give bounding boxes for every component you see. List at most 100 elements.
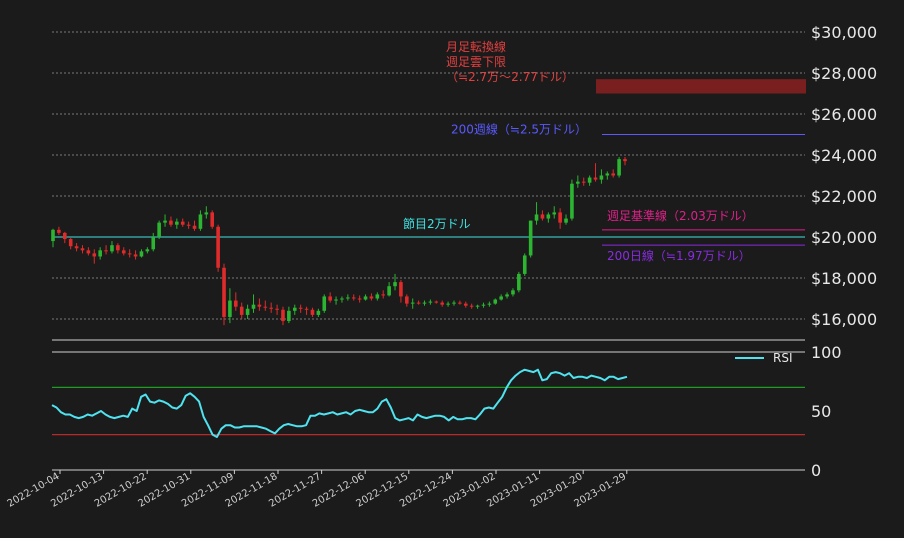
candle-body [151,237,156,250]
candle [499,294,503,301]
candle [564,214,568,225]
price-tick-label: $22,000 [811,187,877,206]
candle-body [617,159,621,176]
candle-body [281,309,285,322]
candle-body [304,308,309,310]
candle-body [192,225,197,229]
candle-body [363,296,368,300]
candle-body [540,214,545,219]
candle [127,249,132,258]
candle-body [263,306,268,308]
candle [204,206,209,219]
candle-body [611,173,616,176]
rsi-tick-label: 50 [811,402,831,421]
candle [192,220,197,231]
candle [399,280,403,303]
candle-body [169,220,173,225]
candle [239,302,244,319]
candle [316,308,321,317]
candle-body [481,304,486,306]
candle-body [410,302,415,304]
candle-body [570,183,574,219]
candle [198,210,203,231]
candle-body [564,218,568,223]
resistance-zone-label: 月足転換線 [446,39,506,54]
candle [363,294,368,301]
candle [251,294,256,313]
candle-body [234,300,238,307]
candle-body [269,307,273,309]
candle [587,175,592,186]
candle-body [257,304,262,307]
candle [151,232,156,252]
candle [292,304,297,315]
rsi-legend-label: RSI [773,351,793,365]
candle [304,306,309,315]
candle-body [446,303,450,305]
candle-body [576,181,580,184]
candle-body [463,303,468,306]
candlestick-series [51,157,627,326]
candle-body [239,306,244,315]
candle [599,169,604,184]
candle [98,247,102,260]
candle-body [228,300,232,317]
candle-body [517,273,521,291]
candle-body [287,310,291,322]
candle [593,163,598,182]
candle-body [245,308,250,315]
candle-body [558,212,562,223]
candle-body [157,222,161,237]
candle [623,157,627,166]
candle [393,273,397,291]
candle-body [499,296,503,300]
candle-body [216,226,220,268]
candle [540,210,545,221]
candle-body [369,296,374,299]
candle [334,296,338,305]
resistance-zone-label: （≒2.7万〜2.77ドル） [446,70,574,84]
candle-body [416,302,421,304]
candle [340,296,344,303]
candle-body [275,308,279,310]
candle [234,292,238,311]
candle [92,249,97,264]
candle [469,303,474,309]
candle-body [310,309,315,315]
candle [298,304,303,313]
candle [458,300,462,305]
candle [139,249,144,258]
candle-body [145,249,150,252]
candle-body [528,220,533,256]
candle [175,218,179,229]
price-tick-label: $30,000 [811,23,877,42]
candle [410,298,415,309]
candle [381,290,386,299]
candle [110,241,114,254]
weekly-base-label: 週足基準線（2.03万ドル） [607,208,754,223]
price-tick-label: $24,000 [811,146,877,165]
candle-body [351,297,356,299]
price-tick-label: $18,000 [811,269,877,288]
candle [263,300,268,311]
candle-body [98,250,102,257]
candle [310,307,315,317]
candle [511,288,515,297]
candle [51,228,55,248]
candle [74,243,79,252]
candle-body [298,307,303,309]
candle [116,243,120,254]
candle-body [434,301,439,303]
ma200w-label: 200週線（≒2.5万ドル） [451,122,587,137]
candle-body [469,305,474,307]
candle [416,300,421,305]
candle-body [475,305,480,307]
rsi-line [51,368,628,438]
candle-body [458,302,462,304]
candle-body [534,214,539,221]
candle [157,220,161,240]
candle-body [92,253,97,257]
rsi-tick-label: 0 [811,461,821,480]
candle [581,177,586,186]
candle-body [546,214,551,219]
